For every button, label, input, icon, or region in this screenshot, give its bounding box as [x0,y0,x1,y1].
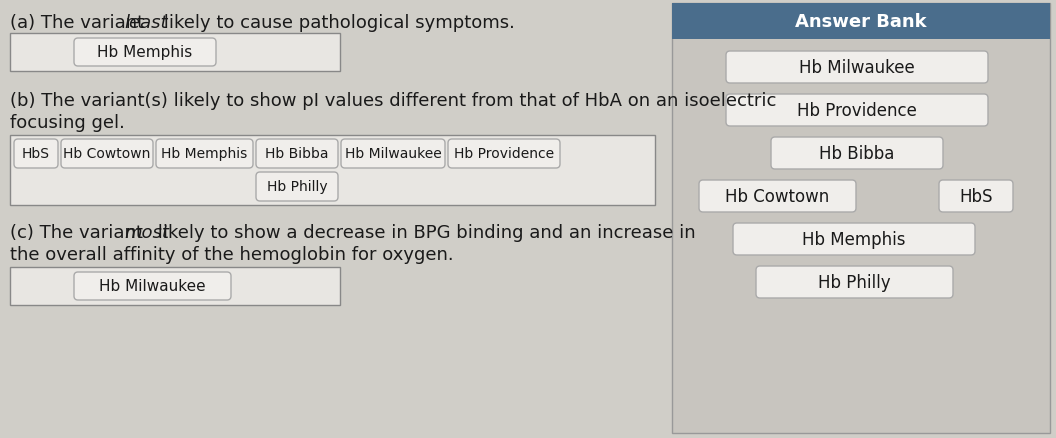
Text: least: least [125,14,168,32]
FancyBboxPatch shape [256,173,338,201]
Text: HbS: HbS [959,187,993,205]
Text: Hb Providence: Hb Providence [797,102,917,120]
FancyBboxPatch shape [10,267,340,305]
Text: Hb Cowtown: Hb Cowtown [63,147,151,161]
FancyBboxPatch shape [10,34,340,72]
Text: most: most [125,223,169,241]
FancyBboxPatch shape [756,266,953,298]
FancyBboxPatch shape [14,140,58,169]
FancyBboxPatch shape [10,136,655,205]
FancyBboxPatch shape [771,138,943,170]
Text: focusing gel.: focusing gel. [10,114,125,132]
FancyBboxPatch shape [156,140,253,169]
FancyBboxPatch shape [74,39,216,67]
Text: (b) The variant(s) likely to show pI values different from that of HbA on an iso: (b) The variant(s) likely to show pI val… [10,92,776,110]
Text: Hb Memphis: Hb Memphis [97,46,192,60]
FancyBboxPatch shape [939,180,1013,212]
Text: likely to show a decrease in BPG binding and an increase in: likely to show a decrease in BPG binding… [152,223,695,241]
Text: Hb Bibba: Hb Bibba [265,147,328,161]
FancyBboxPatch shape [341,140,445,169]
FancyBboxPatch shape [672,4,1050,433]
Text: Answer Bank: Answer Bank [795,13,927,31]
Text: HbS: HbS [22,147,50,161]
Text: Hb Philly: Hb Philly [267,180,327,194]
FancyBboxPatch shape [672,4,1050,40]
FancyBboxPatch shape [727,95,988,127]
FancyBboxPatch shape [74,272,231,300]
Text: (a) The variant: (a) The variant [10,14,150,32]
Text: Hb Milwaukee: Hb Milwaukee [799,59,914,77]
Text: the overall affinity of the hemoglobin for oxygen.: the overall affinity of the hemoglobin f… [10,245,454,263]
FancyBboxPatch shape [61,140,153,169]
FancyBboxPatch shape [699,180,856,212]
Text: likely to cause pathological symptoms.: likely to cause pathological symptoms. [158,14,515,32]
FancyBboxPatch shape [727,52,988,84]
Text: Hb Memphis: Hb Memphis [162,147,247,161]
FancyBboxPatch shape [256,140,338,169]
Text: Hb Milwaukee: Hb Milwaukee [344,147,441,161]
FancyBboxPatch shape [448,140,560,169]
Text: Hb Memphis: Hb Memphis [803,230,906,248]
Text: Hb Providence: Hb Providence [454,147,554,161]
Text: Hb Philly: Hb Philly [818,273,891,291]
Text: Hb Milwaukee: Hb Milwaukee [99,279,206,294]
FancyBboxPatch shape [733,223,975,255]
Text: Hb Cowtown: Hb Cowtown [725,187,830,205]
Text: Hb Bibba: Hb Bibba [819,145,894,162]
Text: (c) The variant: (c) The variant [10,223,149,241]
